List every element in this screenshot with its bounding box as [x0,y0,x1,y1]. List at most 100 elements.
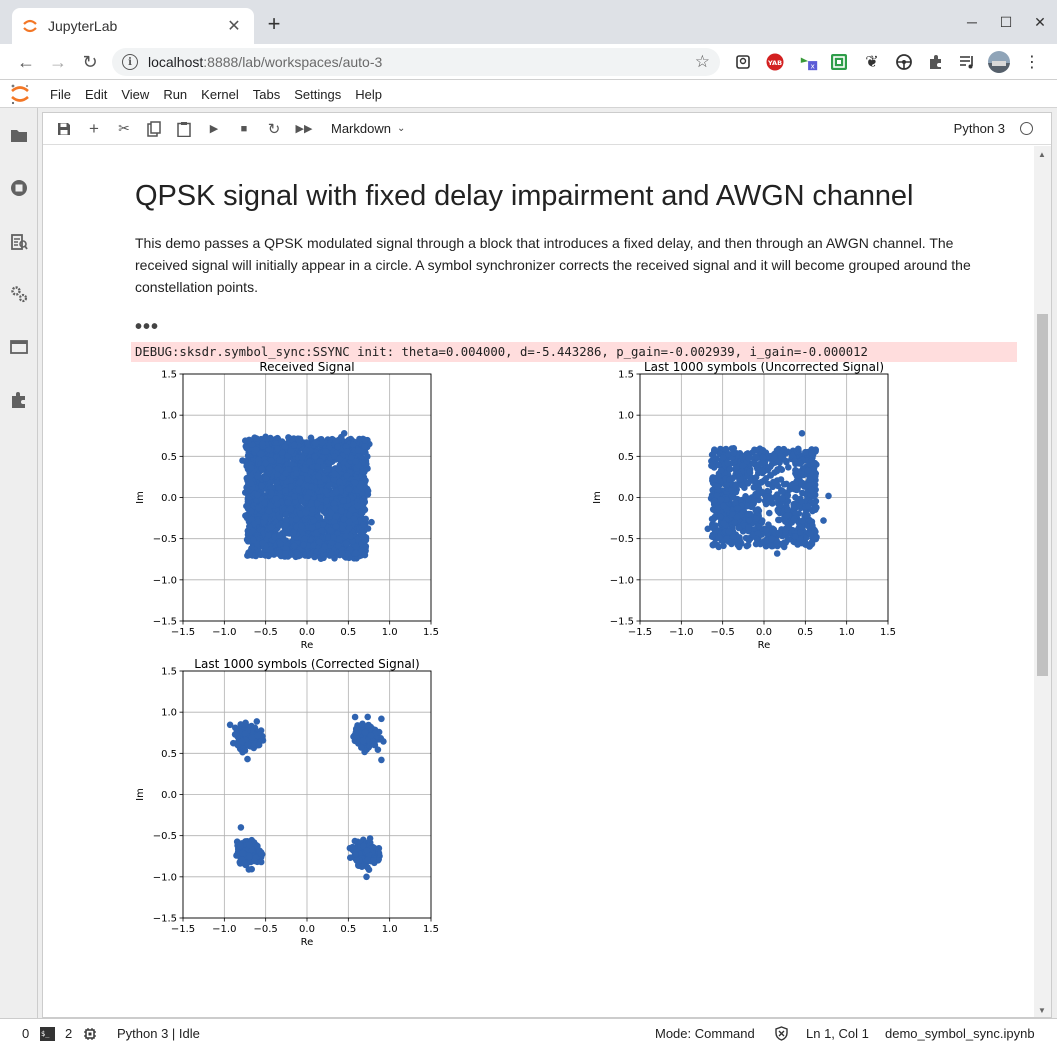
extension-wheel-icon[interactable] [894,52,914,72]
scatter-point [332,488,340,496]
terminal-icon[interactable]: $_ [40,1027,55,1041]
profile-avatar-icon[interactable] [988,51,1010,73]
kernel-status-text[interactable]: Python 3 | Idle [117,1026,200,1041]
scatter-point [732,499,739,507]
collapsed-input-ellipsis[interactable]: ••• [135,316,160,338]
scatter-point [711,497,718,505]
back-icon[interactable]: ← [17,51,35,72]
running-sessions-icon[interactable] [9,178,29,198]
scatter-point [248,865,255,873]
scatter-point [315,522,322,529]
extension-yab-icon[interactable]: YAB [765,52,785,72]
tab-close-icon[interactable]: ✕ [227,18,241,35]
property-inspector-icon[interactable] [9,232,29,252]
browser-menu-icon[interactable]: ⋮ [1024,54,1040,71]
scatter-point [354,535,361,543]
y-tick-label: −1.0 [153,575,177,586]
scatter-point [370,857,377,864]
menu-kernel[interactable]: Kernel [201,86,239,102]
interrupt-kernel-icon[interactable]: ■ [240,122,248,135]
cpu-chip-icon[interactable] [83,1027,97,1041]
kernel-count[interactable]: 0 [22,1026,30,1041]
scatter-point [282,516,290,524]
site-info-icon[interactable]: i [122,54,138,70]
address-bar[interactable]: i localhost:8888/lab/workspaces/auto-3 ☆ [112,48,720,76]
scatter-point [281,522,289,529]
cursor-position[interactable]: Ln 1, Col 1 [806,1026,869,1041]
menu-file[interactable]: File [50,86,71,102]
extension-translate-icon[interactable]: x [799,52,819,72]
scatter-point [342,532,350,540]
scroll-up-icon[interactable]: ▲ [1038,150,1046,159]
scroll-down-icon[interactable]: ▼ [1038,1006,1046,1015]
scatter-point [363,847,371,854]
restart-kernel-icon[interactable]: ↻ [267,120,281,138]
scatter-point [278,449,286,456]
scatter-point [309,506,316,513]
forward-icon[interactable]: → [49,51,67,72]
paste-icon[interactable] [169,117,199,141]
kernel-name-button[interactable]: Python 3 [953,121,1005,136]
scatter-point [709,541,717,549]
menu-settings[interactable]: Settings [294,86,342,102]
scroll-thumb[interactable] [1037,314,1048,676]
scatter-point [778,540,785,548]
scatter-point [763,526,770,534]
scatter-point [321,543,328,551]
scatter-point [358,744,365,751]
insert-cell-icon[interactable]: + [89,118,99,138]
extension-manager-icon[interactable] [9,390,29,410]
run-cell-icon[interactable]: ▶ [209,123,219,135]
settings-gears-icon[interactable] [9,284,29,304]
scatter-point [359,468,366,475]
y-tick-label: 0.0 [161,790,177,801]
menu-view[interactable]: View [121,86,150,102]
extension-gnome-icon[interactable]: ❦ [865,54,879,71]
save-icon[interactable] [49,117,79,141]
file-browser-folder-icon[interactable] [9,126,29,146]
copy-icon[interactable] [139,117,169,141]
scatter-point [773,550,781,557]
y-axis-label: Im [592,491,603,504]
scatter-point [231,731,239,738]
cell-type-select[interactable]: Markdown ⌄ [331,121,405,136]
scatter-point [773,447,781,454]
x-tick-label: −0.5 [254,924,278,935]
scatter-point [274,465,282,472]
menu-tabs[interactable]: Tabs [252,86,281,102]
x-tick-label: 0.5 [340,627,356,638]
reload-icon[interactable]: ↻ [82,51,98,72]
scatter-point [306,458,313,466]
extensions-puzzle-icon[interactable] [926,52,946,72]
scatter-point [720,519,727,527]
bookmark-star-icon[interactable]: ☆ [694,52,710,71]
scatter-point [345,486,353,493]
media-control-icon[interactable] [957,52,977,72]
notebook-content[interactable]: QPSK signal with fixed delay impairment … [43,146,1033,1017]
cut-icon[interactable]: ✂ [118,120,130,136]
scatter-point [253,446,260,453]
scatter-point [276,514,283,521]
scatter-point [267,524,274,531]
scatter-point [745,537,753,544]
menu-edit[interactable]: Edit [84,86,108,102]
extension-bulb-icon[interactable] [733,52,753,72]
scatter-point [348,506,356,514]
scatter-point [352,458,360,465]
scatter-point [314,500,321,507]
notebook-scrollbar[interactable]: ▲ ▼ [1034,146,1051,1017]
scatter-point [325,482,333,489]
close-window-icon[interactable]: ✕ [1034,13,1046,30]
trusted-shield-icon[interactable] [774,1026,789,1041]
terminal-count[interactable]: 2 [65,1026,73,1041]
extension-qr-icon[interactable] [829,52,849,72]
restart-run-all-icon[interactable]: ▶▶ [295,123,313,135]
new-tab-icon[interactable]: + [267,11,281,36]
maximize-icon[interactable]: ☐ [999,13,1013,30]
minimize-icon[interactable]: ─ [967,14,977,30]
open-tabs-icon[interactable] [9,337,29,357]
menu-run[interactable]: Run [163,86,188,102]
scatter-point [766,494,774,501]
menu-help[interactable]: Help [355,86,382,102]
browser-tab[interactable]: JupyterLab ✕ [12,8,254,44]
